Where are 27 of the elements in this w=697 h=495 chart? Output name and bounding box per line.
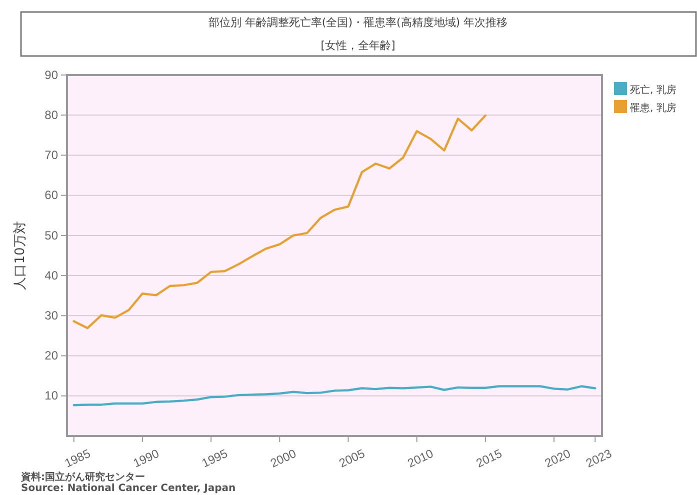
chart-subtitle: [女性，全年齢] [320, 39, 396, 52]
y-tick-label: 30 [44, 308, 58, 323]
x-tick-label: 2020 [542, 446, 573, 470]
y-tick-label: 40 [44, 268, 58, 282]
x-tick-label: 2010 [405, 446, 436, 470]
y-tick-label: 70 [44, 148, 58, 162]
x-tick-label: 2000 [268, 446, 299, 470]
text: 資料:国立がん研究センター [20, 471, 145, 483]
y-tick-label: 90 [44, 68, 58, 82]
source-note: Source: National Cancer Center, Japan [21, 483, 236, 494]
x-tick-label: 2015 [474, 446, 504, 470]
x-tick-label: 2023 [584, 446, 614, 470]
x-tick-label: 1995 [200, 446, 230, 470]
legend-label: 死亡, 乳房 [630, 84, 676, 96]
x-tick-label: 1985 [62, 446, 93, 470]
x-tick-label: 2005 [336, 446, 368, 470]
y-tick-label: 50 [44, 228, 58, 242]
y-tick-label: 80 [44, 108, 58, 122]
y-tick-label: 20 [44, 348, 58, 363]
line-series [72, 385, 596, 406]
x-tick-label: 1990 [131, 446, 162, 470]
line-series [72, 114, 486, 330]
y-tick-label: 60 [44, 188, 58, 202]
chart-title: 部位別 年齢調整死亡率(全国)・罹患率(高精度地域) 年次推移 [208, 16, 508, 29]
legend-label: 罹患, 乳房 [629, 102, 676, 114]
y-axis-title: 人口10万対 [12, 221, 28, 290]
y-tick-label: 10 [44, 388, 58, 403]
